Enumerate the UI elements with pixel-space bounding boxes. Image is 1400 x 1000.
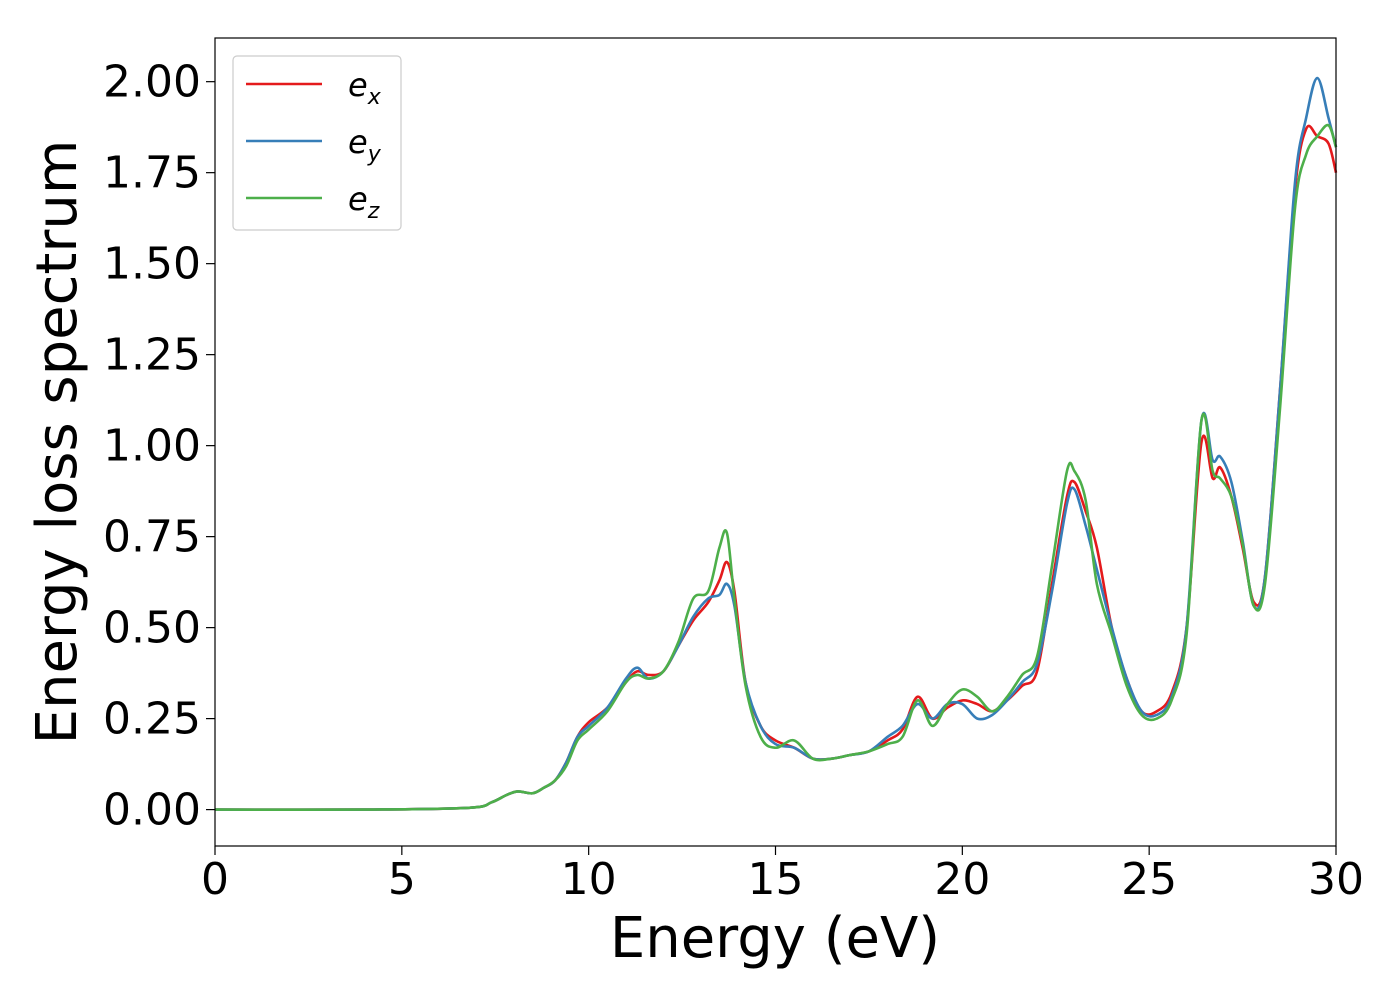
legend-label-z: ez (348, 180, 380, 224)
legend-label-subscript: x (367, 85, 382, 110)
legend-label-y: ey (348, 123, 382, 167)
legend-label-base: e (348, 180, 368, 218)
y-tick-label: 0.75 (103, 512, 201, 563)
series-line-x (214, 124, 1338, 812)
legend-box (232, 55, 402, 231)
y-tick-label: 0.00 (103, 785, 201, 836)
y-tick-label: 0.50 (103, 603, 201, 654)
x-tick-label: 5 (388, 854, 416, 905)
x-tick-label: 0 (201, 854, 229, 905)
y-tick-label: 1.25 (103, 330, 201, 381)
y-axis-label: Energy loss spectrum (25, 140, 90, 745)
series-layer (214, 76, 1338, 812)
legend-label-subscript: y (367, 142, 382, 167)
legend-label-base: e (348, 123, 368, 161)
legend-label-x: ex (348, 66, 382, 110)
x-tick-label: 20 (934, 854, 990, 905)
y-tick-label: 1.50 (103, 239, 201, 290)
y-tick-label: 0.25 (103, 694, 201, 745)
legend-label-base: e (348, 66, 368, 104)
x-tick-label: 30 (1308, 854, 1364, 905)
legend-label-subscript: z (367, 199, 380, 224)
x-tick-label: 15 (748, 854, 804, 905)
x-axis-label: Energy (eV) (610, 906, 940, 971)
y-axis: 0.00 0.25 0.50 0.75 1.00 1.25 1.50 1.75 2.00 (103, 57, 215, 836)
x-tick-label: 25 (1121, 854, 1177, 905)
x-tick-label: 10 (561, 854, 617, 905)
x-axis: 0 5 10 15 20 25 30 (201, 846, 1364, 905)
y-tick-label: 1.00 (103, 421, 201, 472)
y-tick-label: 1.75 (103, 148, 201, 199)
series-line-z (214, 123, 1338, 812)
y-tick-label: 2.00 (103, 57, 201, 108)
